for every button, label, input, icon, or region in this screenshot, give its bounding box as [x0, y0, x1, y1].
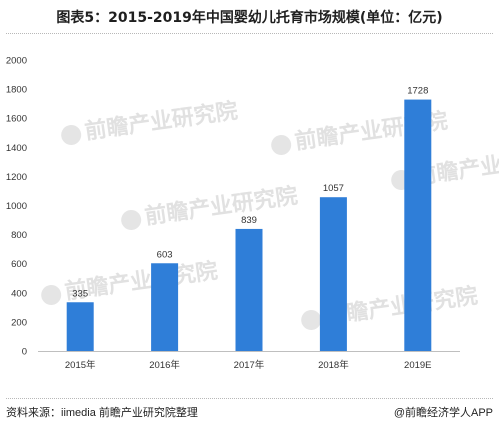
y-tick-label: 0 [22, 347, 27, 358]
x-tick-label: 2019E [404, 360, 431, 371]
y-tick-label: 1400 [6, 143, 27, 154]
y-tick-label: 800 [11, 230, 27, 241]
data-label: 839 [241, 215, 257, 226]
data-label: 1728 [407, 86, 428, 97]
chart-title: 图表5：2015-2019年中国婴幼儿托育市场规模(单位：亿元) [56, 10, 443, 26]
y-tick-label: 1200 [6, 172, 27, 183]
bar [151, 263, 179, 351]
y-tick-label: 400 [11, 288, 27, 299]
y-tick-label: 1000 [6, 201, 27, 212]
data-label: 603 [157, 249, 173, 260]
data-label: 1057 [323, 183, 344, 194]
footer-divider [6, 398, 493, 399]
x-tick-label: 2018年 [318, 359, 349, 371]
x-tick-label: 2017年 [234, 359, 265, 371]
brand-note: @前瞻经济学人APP [393, 407, 493, 419]
bar [235, 228, 263, 351]
y-tick-label: 1800 [6, 85, 27, 96]
y-tick-label: 200 [11, 317, 27, 328]
y-tick-label: 2000 [6, 56, 27, 67]
bar [404, 99, 432, 352]
y-tick-label: 1600 [6, 114, 27, 125]
y-tick-label: 600 [11, 259, 27, 270]
title-divider [6, 33, 493, 34]
data-label: 335 [72, 288, 88, 299]
source-note: 资料来源：iimedia 前瞻产业研究院整理 [6, 407, 198, 419]
x-tick-label: 2015年 [65, 359, 96, 371]
bar [319, 197, 347, 351]
bar [66, 302, 94, 351]
x-tick-label: 2016年 [149, 359, 180, 371]
